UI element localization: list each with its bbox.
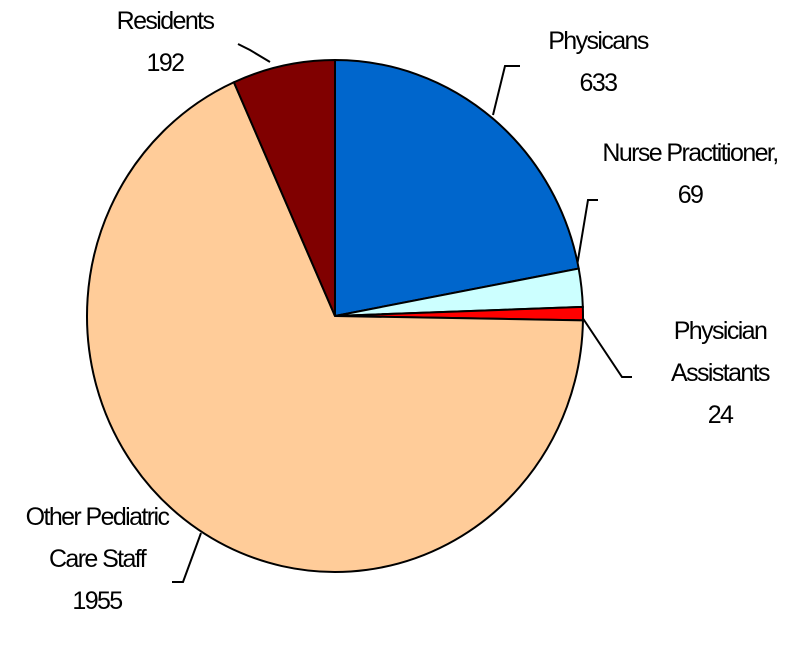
leader-lines	[172, 43, 632, 583]
leader-line	[576, 199, 598, 267]
slice-label: Other Pediatric Care Staff	[25, 503, 170, 573]
slice-label: Physician Assistants	[671, 317, 771, 387]
slice-value: 24	[707, 401, 734, 429]
leader-line	[581, 316, 632, 378]
slice-label: Nurse Practitioner,	[602, 139, 779, 167]
slice-value: 69	[677, 181, 704, 209]
leader-line	[172, 532, 202, 583]
slice-value: 633	[579, 69, 619, 97]
slice-value: 1955	[72, 587, 123, 615]
slice-label: Physicans	[548, 27, 649, 55]
slice-value: 192	[146, 49, 186, 77]
pie-slice	[334, 58, 580, 318]
slice-label: Residents	[116, 7, 215, 35]
pie-slice	[86, 80, 584, 573]
leader-line	[237, 43, 271, 63]
leader-line	[492, 65, 520, 116]
pie-slice	[232, 58, 336, 317]
